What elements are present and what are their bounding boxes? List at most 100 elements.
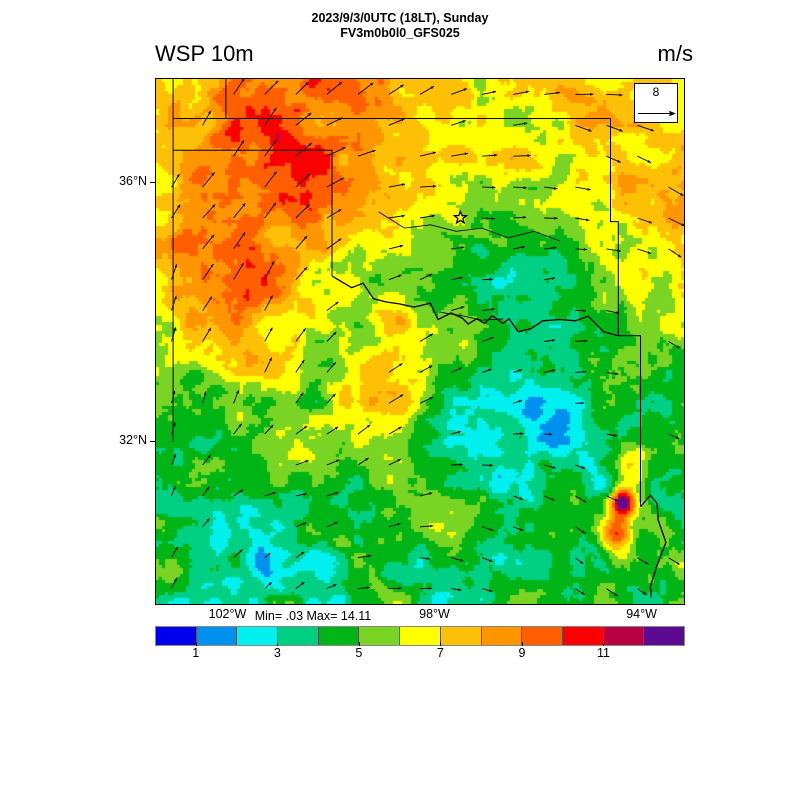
wind-vector	[668, 248, 682, 258]
wind-vector	[295, 551, 305, 559]
wind-vector	[233, 423, 242, 435]
colorbar-tick-5: 5	[355, 646, 363, 660]
wind-vector	[388, 586, 402, 590]
wind-vector	[326, 209, 342, 219]
wind-vector	[388, 523, 401, 528]
wind-vector	[544, 495, 555, 501]
colorbar-tick-3: 3	[273, 646, 281, 660]
wind-vector	[388, 426, 402, 435]
wind-vector	[171, 327, 177, 342]
wind-vector	[668, 186, 684, 196]
wind-vector	[606, 433, 618, 437]
wind-vector	[606, 371, 619, 376]
wind-vector	[451, 152, 469, 157]
wind-vector	[264, 202, 277, 219]
wind-vector	[233, 489, 244, 497]
wind-vector	[295, 581, 305, 589]
colorbar-cell-12	[644, 627, 684, 645]
wind-vector	[482, 90, 497, 95]
wind-vector	[482, 278, 493, 281]
wind-vector	[202, 454, 211, 466]
wind-vector	[575, 186, 591, 191]
colorbar-cell-5	[359, 627, 401, 645]
wind-vector	[326, 301, 339, 311]
arrow-right-icon	[638, 110, 676, 117]
wind-vector	[326, 117, 343, 126]
wind-vector	[202, 204, 216, 219]
wind-vector	[357, 82, 374, 95]
ar-ok-border	[610, 118, 619, 336]
wind-vector	[233, 139, 245, 157]
wind-vector	[202, 263, 214, 280]
wind-vector	[295, 173, 311, 188]
wind-vector	[295, 522, 307, 528]
map-panel: 8	[155, 78, 685, 605]
wind-vector	[419, 557, 430, 560]
vector-reference-value: 8	[652, 85, 660, 99]
ok-panhandle-border	[173, 149, 333, 276]
wind-vector	[326, 459, 340, 466]
wind-vector	[233, 549, 243, 559]
wind-vector	[295, 112, 312, 126]
title-line-2: FV3m0b0l0_GFS025	[340, 26, 460, 40]
wind-vector	[606, 248, 621, 252]
wind-vector	[637, 217, 653, 224]
wind-vector	[575, 92, 594, 96]
wind-vector	[171, 264, 178, 280]
wind-vector	[575, 588, 585, 595]
colorbar-tickmark-11	[603, 642, 605, 646]
wind-vector	[513, 495, 524, 501]
wind-vector	[295, 81, 310, 95]
wind-vector	[481, 336, 494, 342]
colorbar-tick-11: 11	[596, 646, 610, 660]
wind-vector	[326, 238, 342, 250]
wind-vector	[264, 327, 273, 342]
ar-tx-border	[618, 335, 641, 376]
wind-vector	[544, 216, 558, 220]
wind-vector	[451, 246, 465, 250]
wind-vector	[295, 235, 308, 250]
wind-vector	[482, 186, 496, 189]
wind-vector	[482, 153, 498, 157]
wind-vector	[451, 588, 462, 592]
colorbar-tickmark-7	[440, 642, 442, 646]
city-star-marker	[452, 209, 469, 225]
wind-vector	[264, 80, 279, 95]
wind-vector	[357, 424, 371, 435]
wind-vector	[419, 365, 433, 373]
title-line-1: 2023/9/3/0UTC (18LT), Sunday	[311, 11, 489, 25]
wind-vector	[264, 424, 274, 435]
wind-vector	[637, 248, 652, 254]
wind-vector	[513, 186, 527, 190]
wind-vector	[326, 146, 346, 157]
wind-vector	[295, 460, 309, 466]
colorbar-ticks: 1 3 5 7 9 11	[155, 642, 685, 666]
wind-vector	[264, 357, 273, 373]
wind-vector	[513, 245, 526, 250]
wind-vector	[544, 339, 556, 342]
wind-vector	[575, 526, 586, 534]
wind-vector	[513, 216, 527, 219]
wind-vector	[264, 139, 277, 157]
chart-title: 2023/9/3/0UTC (18LT), Sunday FV3m0b0l0_G…	[0, 11, 800, 41]
wind-vector	[450, 306, 465, 312]
wind-vector	[326, 81, 343, 95]
wind-vector	[513, 90, 530, 95]
colorbar-cell-11	[603, 627, 645, 645]
canadian-river	[378, 211, 560, 242]
colorbar-cell-2	[237, 627, 279, 645]
wind-vector	[264, 295, 273, 311]
wind-vector	[202, 327, 212, 342]
red-river-tx-ok-border	[331, 275, 619, 337]
wind-vector	[326, 583, 337, 590]
wind-vector	[544, 464, 557, 469]
colorbar-tickmark-9	[521, 642, 523, 646]
wind-vector	[202, 110, 212, 126]
wind-vector	[513, 400, 523, 404]
wind-vector	[575, 370, 587, 374]
wind-vector	[295, 425, 308, 435]
wind-vector	[544, 246, 557, 250]
lat-tick-0	[150, 181, 155, 183]
wind-vector	[419, 151, 437, 157]
wind-vector	[264, 552, 271, 559]
